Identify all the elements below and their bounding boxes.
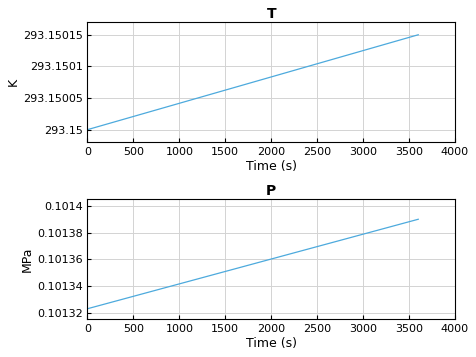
Title: T: T: [267, 7, 276, 21]
Title: P: P: [266, 184, 277, 198]
Y-axis label: MPa: MPa: [21, 247, 34, 272]
Y-axis label: K: K: [7, 78, 20, 86]
X-axis label: Time (s): Time (s): [246, 160, 297, 173]
X-axis label: Time (s): Time (s): [246, 337, 297, 350]
